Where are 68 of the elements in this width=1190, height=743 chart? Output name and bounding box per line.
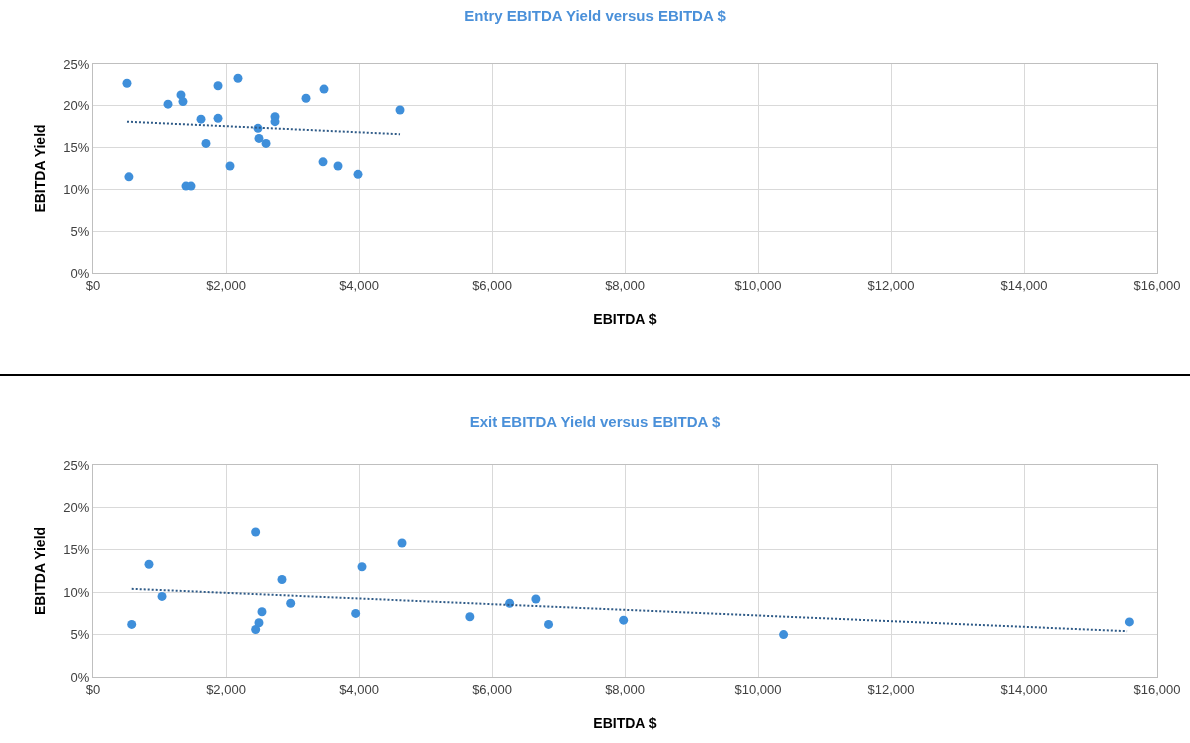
point	[251, 527, 261, 537]
x-tick-label: $8,000	[605, 277, 645, 293]
x-tick-label: $14,000	[1000, 277, 1048, 293]
point	[357, 562, 367, 572]
point	[301, 93, 311, 103]
point	[544, 619, 554, 629]
point	[213, 81, 223, 91]
point	[144, 559, 154, 569]
point	[201, 138, 211, 148]
y-tick-label: 25%	[63, 457, 90, 473]
point	[333, 161, 343, 171]
point	[254, 133, 264, 143]
x-tick-label: $16,000	[1133, 681, 1181, 697]
point	[251, 625, 261, 635]
x-tick-label: $12,000	[867, 681, 915, 697]
y-tick-label: 10%	[63, 181, 90, 197]
y-tick-label: 20%	[63, 98, 90, 114]
point	[319, 84, 329, 94]
y-axis-title: EBITDA Yield	[31, 526, 48, 616]
x-tick-label: $2,000	[206, 277, 246, 293]
point	[1124, 617, 1134, 627]
point	[225, 161, 235, 171]
point	[254, 618, 264, 628]
point	[318, 157, 328, 167]
x-tick-label: $16,000	[1133, 277, 1181, 293]
x-tick-label: $10,000	[734, 681, 782, 697]
point	[196, 114, 206, 124]
x-tick-label: $6,000	[472, 681, 512, 697]
point	[353, 169, 363, 179]
y-tick-label: 25%	[63, 56, 90, 72]
chart-title: Exit EBITDA Yield versus EBITDA $	[469, 412, 721, 430]
point	[261, 138, 271, 148]
y-tick-label: 10%	[63, 584, 90, 600]
point	[619, 615, 629, 625]
point	[395, 105, 405, 115]
point	[286, 598, 296, 608]
point	[127, 619, 137, 629]
y-tick-label: 20%	[63, 499, 90, 515]
chart-title: Entry EBITDA Yield versus EBITDA $	[464, 6, 727, 24]
point	[531, 594, 541, 604]
x-tick-label: $4,000	[339, 681, 379, 697]
x-tick-label: $4,000	[339, 277, 379, 293]
point	[163, 99, 173, 109]
point	[233, 73, 243, 83]
point	[779, 630, 789, 640]
x-tick-label: $12,000	[867, 277, 915, 293]
point	[397, 538, 407, 548]
x-tick-label: $14,000	[1000, 681, 1048, 697]
y-tick-label: 15%	[63, 542, 90, 558]
point	[351, 608, 361, 618]
point	[465, 612, 475, 622]
point	[178, 97, 188, 107]
point	[124, 172, 134, 182]
point	[157, 591, 167, 601]
point	[257, 607, 267, 617]
x-axis-title: EBITDA $	[593, 310, 657, 327]
x-tick-label: $6,000	[472, 277, 512, 293]
point	[122, 78, 132, 88]
point	[213, 113, 223, 123]
y-tick-label: 5%	[70, 627, 90, 643]
x-axis-title: EBITDA $	[593, 714, 657, 731]
point	[277, 574, 287, 584]
y-axis-title: EBITDA Yield	[31, 124, 48, 213]
x-tick-label: $10,000	[734, 277, 782, 293]
y-tick-label: 15%	[63, 140, 90, 156]
x-tick-label: $8,000	[605, 681, 645, 697]
x-tick-label: $2,000	[206, 681, 246, 697]
y-tick-label: 5%	[70, 223, 90, 239]
